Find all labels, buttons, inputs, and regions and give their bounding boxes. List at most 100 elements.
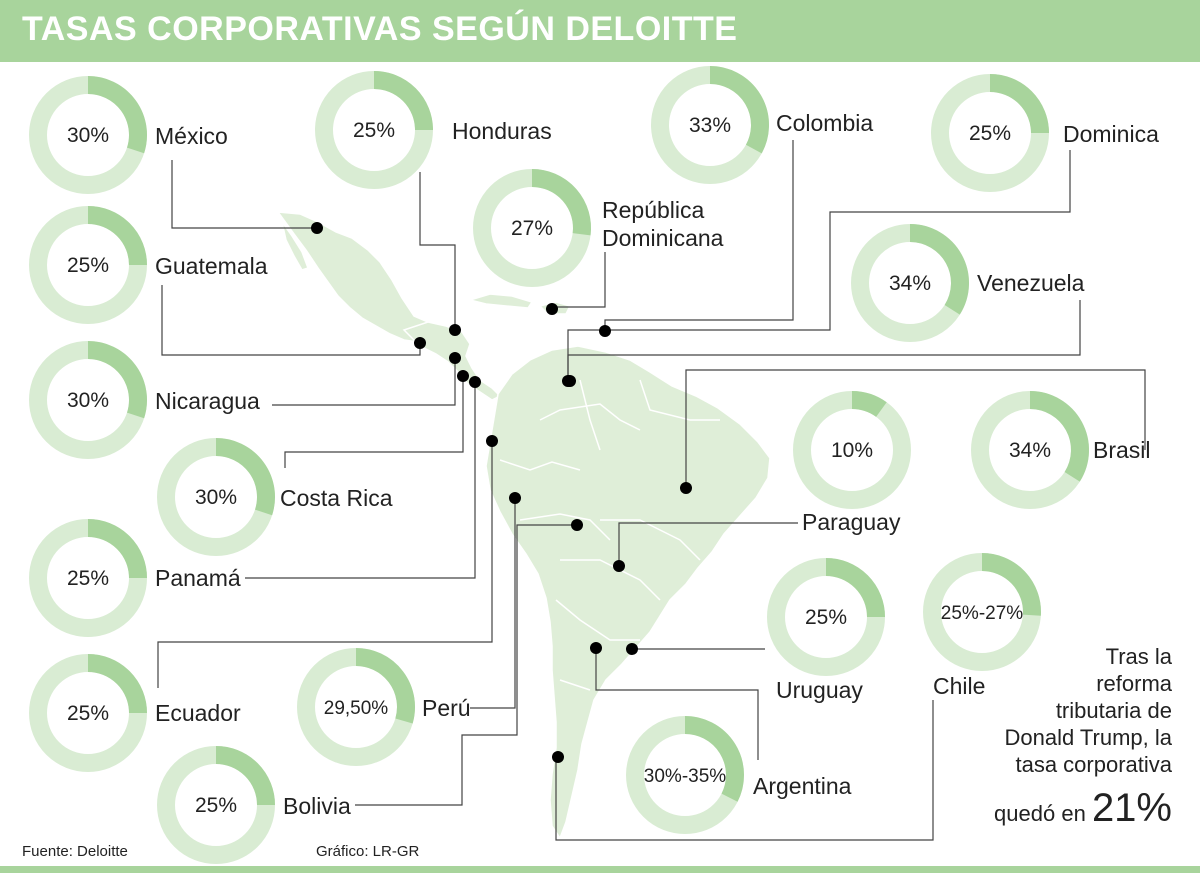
ring-value-arc bbox=[684, 716, 744, 802]
note-line-5: tasa corporativa bbox=[1015, 752, 1172, 777]
value-label-nicaragua: 30% bbox=[67, 389, 109, 412]
donut-ecuador: 25% Ecuador bbox=[29, 654, 241, 772]
country-dots bbox=[311, 222, 692, 763]
ring-value-arc bbox=[87, 341, 147, 419]
value-label-paraguay: 10% bbox=[831, 439, 873, 462]
leader-line-chile bbox=[555, 700, 934, 841]
note-final-line: quedó en 21% bbox=[994, 786, 1172, 831]
country-label-honduras: Honduras bbox=[452, 118, 552, 144]
ring-value-arc bbox=[215, 438, 275, 516]
map-dot-guatemala bbox=[414, 337, 426, 349]
ring-value-arc bbox=[989, 74, 1049, 134]
note-line-1: Tras la bbox=[1105, 644, 1172, 669]
ring-value-arc bbox=[355, 648, 415, 724]
value-label-argentina: 30%-35% bbox=[644, 766, 726, 787]
map-cuba bbox=[467, 293, 534, 309]
value-label-panama: 25% bbox=[67, 567, 109, 590]
country-label-dominica: Dominica bbox=[1063, 121, 1159, 147]
leader-line-nicaragua bbox=[272, 358, 456, 406]
map-dot-peru bbox=[509, 492, 521, 504]
map-dot-paraguay bbox=[613, 560, 625, 572]
country-label-panama: Panamá bbox=[155, 565, 241, 591]
map-dot-bolivia bbox=[571, 519, 583, 531]
map-dot-honduras bbox=[449, 324, 461, 336]
map-dot-venezuela bbox=[562, 375, 574, 387]
country-label-republica-dominicana: Dominicana bbox=[602, 225, 724, 251]
country-label-guatemala: Guatemala bbox=[155, 253, 268, 279]
leader-lines bbox=[157, 140, 1146, 841]
source-credit: Fuente: Deloitte bbox=[22, 843, 128, 860]
ring-value-arc bbox=[981, 553, 1041, 616]
ring-value-arc bbox=[87, 519, 147, 579]
ring-value-arc bbox=[215, 746, 275, 806]
donut-argentina: 30%-35% Argentina bbox=[626, 716, 852, 834]
map-dot-ecuador bbox=[486, 435, 498, 447]
donut-costa-rica: 30% Costa Rica bbox=[157, 438, 393, 556]
ring-value-arc bbox=[851, 391, 887, 418]
donut-brasil: 34% Brasil bbox=[971, 391, 1151, 509]
map-dot-costa-rica bbox=[457, 370, 469, 382]
donut-dominica: 25% Dominica bbox=[931, 74, 1159, 192]
donut-chile: 25%-27% Chile bbox=[923, 553, 1041, 699]
value-label-uruguay: 25% bbox=[805, 606, 847, 629]
country-label-argentina: Argentina bbox=[753, 773, 852, 799]
note-prefix: quedó en bbox=[994, 801, 1086, 826]
map-dot-colombia bbox=[599, 325, 611, 337]
value-label-costa-rica: 30% bbox=[195, 486, 237, 509]
ring-value-arc bbox=[373, 71, 433, 131]
country-label-bolivia: Bolivia bbox=[283, 793, 351, 819]
leader-line-bolivia bbox=[355, 524, 577, 806]
value-label-venezuela: 34% bbox=[889, 272, 931, 295]
map-dot-republica-dominicana bbox=[546, 303, 558, 315]
leader-line-paraguay bbox=[618, 522, 798, 566]
map-mexico bbox=[276, 211, 442, 343]
country-label-peru: Perú bbox=[422, 695, 471, 721]
donut-nicaragua: 30% Nicaragua bbox=[29, 341, 260, 459]
country-label-paraguay: Paraguay bbox=[802, 509, 901, 535]
leader-line-ecuador bbox=[157, 441, 493, 688]
donut-colombia: 33% Colombia bbox=[651, 66, 873, 184]
map-baja bbox=[281, 221, 309, 271]
ring-value-arc bbox=[87, 76, 147, 154]
leader-line-peru bbox=[470, 498, 516, 709]
header-bar: TASAS CORPORATIVAS SEGÚN DELOITTE bbox=[0, 0, 1200, 62]
country-label-colombia: Colombia bbox=[776, 110, 873, 136]
map-dot-nicaragua bbox=[449, 352, 461, 364]
country-label-ecuador: Ecuador bbox=[155, 700, 241, 726]
leader-line-mexico bbox=[171, 160, 317, 229]
leader-line-dominica bbox=[567, 150, 1071, 381]
country-label-brasil: Brasil bbox=[1093, 437, 1151, 463]
leader-line-republica-dominicana bbox=[552, 252, 606, 308]
map-dot-argentina bbox=[590, 642, 602, 654]
map-dot-chile bbox=[552, 751, 564, 763]
ring-value-arc bbox=[87, 654, 147, 714]
ring-value-arc bbox=[825, 558, 885, 618]
value-label-mexico: 30% bbox=[67, 124, 109, 147]
footer-bar bbox=[0, 866, 1200, 873]
page-title: TASAS CORPORATIVAS SEGÚN DELOITTE bbox=[22, 10, 738, 48]
value-label-colombia: 33% bbox=[689, 114, 731, 137]
country-label-costa-rica: Costa Rica bbox=[280, 485, 393, 511]
value-label-honduras: 25% bbox=[353, 119, 395, 142]
country-label-uruguay: Uruguay bbox=[776, 677, 863, 703]
map-dot-mexico bbox=[311, 222, 323, 234]
note-line-4: Donald Trump, la bbox=[1004, 725, 1172, 750]
map-dot-brasil bbox=[680, 482, 692, 494]
leader-line-panama bbox=[245, 382, 476, 579]
ring-value-arc bbox=[709, 66, 769, 154]
value-label-guatemala: 25% bbox=[67, 254, 109, 277]
note-line-3: tributaria de bbox=[1055, 698, 1172, 723]
map-south-america bbox=[485, 345, 771, 840]
graphic-credit: Gráfico: LR-GR bbox=[316, 843, 420, 860]
donut-uruguay: 25% Uruguay bbox=[767, 558, 885, 703]
value-label-republica-dominicana: 27% bbox=[511, 217, 553, 240]
donut-panama: 25% Panamá bbox=[29, 519, 241, 637]
country-label-venezuela: Venezuela bbox=[977, 270, 1085, 296]
country-label-mexico: México bbox=[155, 123, 228, 149]
value-label-peru: 29,50% bbox=[324, 698, 389, 719]
value-label-dominica: 25% bbox=[969, 122, 1011, 145]
leader-line-venezuela bbox=[567, 300, 1081, 381]
note-line-2: reforma bbox=[1096, 671, 1172, 696]
leader-line-brasil bbox=[685, 369, 1146, 488]
